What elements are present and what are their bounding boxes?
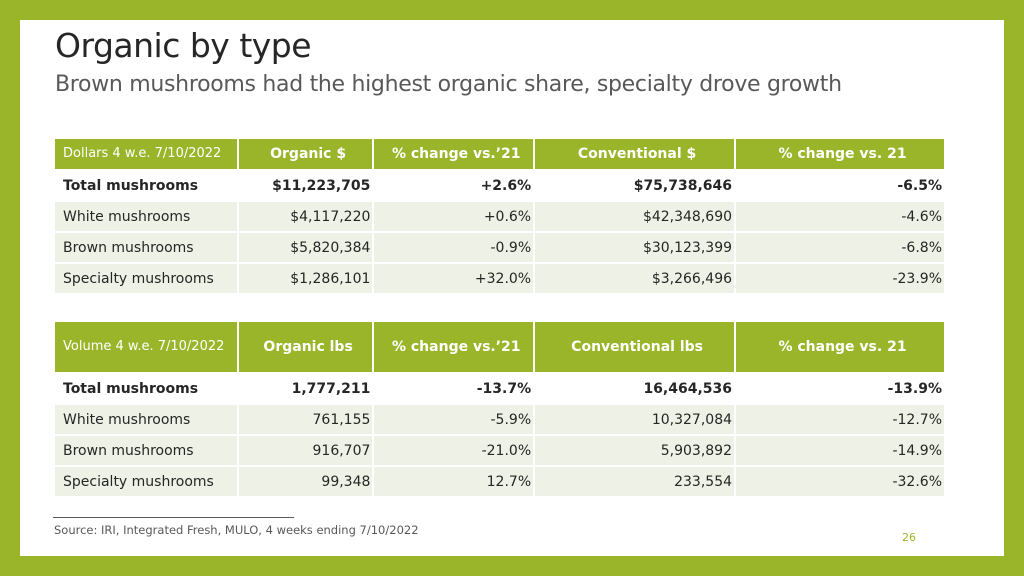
row-label: Brown mushrooms [55, 436, 237, 465]
organic-value: $1,286,101 [238, 264, 373, 293]
table-row: Brown mushrooms 916,707 -21.0% 5,903,892… [55, 436, 944, 465]
table-row: Total mushrooms $11,223,705 +2.6% $75,73… [55, 171, 944, 200]
conventional-change-value: -12.7% [736, 405, 944, 434]
row-label: White mushrooms [55, 405, 237, 434]
table-header-row: Volume 4 w.e. 7/10/2022 Organic lbs % ch… [55, 322, 944, 372]
row-label: Specialty mushrooms [55, 264, 237, 293]
column-header-label: Dollars 4 w.e. 7/10/2022 [55, 139, 237, 169]
organic-value: 1,777,211 [238, 374, 373, 403]
organic-change-value: -13.7% [374, 374, 534, 403]
column-header-label: Volume 4 w.e. 7/10/2022 [55, 322, 237, 372]
organic-change-value: 12.7% [374, 467, 534, 496]
footnote-divider [53, 517, 294, 518]
conventional-change-value: -23.9% [736, 264, 944, 293]
row-label: Brown mushrooms [55, 233, 237, 262]
row-label: Total mushrooms [55, 374, 237, 403]
row-label: Specialty mushrooms [55, 467, 237, 496]
dollars-table: Dollars 4 w.e. 7/10/2022 Organic $ % cha… [53, 137, 946, 295]
table-row: Brown mushrooms $5,820,384 -0.9% $30,123… [55, 233, 944, 262]
row-label: Total mushrooms [55, 171, 237, 200]
conventional-value: $42,348,690 [535, 202, 735, 231]
table-row: White mushrooms 761,155 -5.9% 10,327,084… [55, 405, 944, 434]
row-label: White mushrooms [55, 202, 237, 231]
source-note: Source: IRI, Integrated Fresh, MULO, 4 w… [54, 523, 419, 537]
conventional-value: $75,738,646 [535, 171, 735, 200]
conventional-value: $30,123,399 [535, 233, 735, 262]
column-header-conventional: Conventional $ [535, 139, 735, 169]
slide: Organic by type Brown mushrooms had the … [20, 20, 1004, 556]
organic-value: 99,348 [238, 467, 373, 496]
column-header-organic: Organic lbs [238, 322, 373, 372]
page-number: 26 [902, 531, 916, 544]
organic-value: $5,820,384 [238, 233, 373, 262]
table-row: Specialty mushrooms $1,286,101 +32.0% $3… [55, 264, 944, 293]
conventional-change-value: -6.8% [736, 233, 944, 262]
page-title: Organic by type [55, 26, 312, 65]
conventional-value: 233,554 [535, 467, 735, 496]
conventional-value: $3,266,496 [535, 264, 735, 293]
organic-value: $11,223,705 [238, 171, 373, 200]
organic-change-value: -0.9% [374, 233, 534, 262]
conventional-change-value: -32.6% [736, 467, 944, 496]
page-subtitle: Brown mushrooms had the highest organic … [55, 72, 842, 97]
organic-value: 916,707 [238, 436, 373, 465]
table-header-row: Dollars 4 w.e. 7/10/2022 Organic $ % cha… [55, 139, 944, 169]
conventional-change-value: -6.5% [736, 171, 944, 200]
conventional-value: 16,464,536 [535, 374, 735, 403]
conventional-value: 10,327,084 [535, 405, 735, 434]
organic-change-value: -21.0% [374, 436, 534, 465]
organic-value: 761,155 [238, 405, 373, 434]
column-header-organic-change: % change vs.’21 [374, 322, 534, 372]
organic-value: $4,117,220 [238, 202, 373, 231]
conventional-change-value: -14.9% [736, 436, 944, 465]
column-header-conventional: Conventional lbs [535, 322, 735, 372]
conventional-change-value: -4.6% [736, 202, 944, 231]
organic-change-value: -5.9% [374, 405, 534, 434]
column-header-organic-change: % change vs.’21 [374, 139, 534, 169]
table-row: Total mushrooms 1,777,211 -13.7% 16,464,… [55, 374, 944, 403]
table-row: Specialty mushrooms 99,348 12.7% 233,554… [55, 467, 944, 496]
organic-change-value: +0.6% [374, 202, 534, 231]
table-row: White mushrooms $4,117,220 +0.6% $42,348… [55, 202, 944, 231]
conventional-value: 5,903,892 [535, 436, 735, 465]
organic-change-value: +32.0% [374, 264, 534, 293]
volume-table: Volume 4 w.e. 7/10/2022 Organic lbs % ch… [53, 320, 946, 498]
organic-change-value: +2.6% [374, 171, 534, 200]
column-header-conventional-change: % change vs. 21 [736, 139, 944, 169]
column-header-organic: Organic $ [238, 139, 373, 169]
conventional-change-value: -13.9% [736, 374, 944, 403]
column-header-conventional-change: % change vs. 21 [736, 322, 944, 372]
